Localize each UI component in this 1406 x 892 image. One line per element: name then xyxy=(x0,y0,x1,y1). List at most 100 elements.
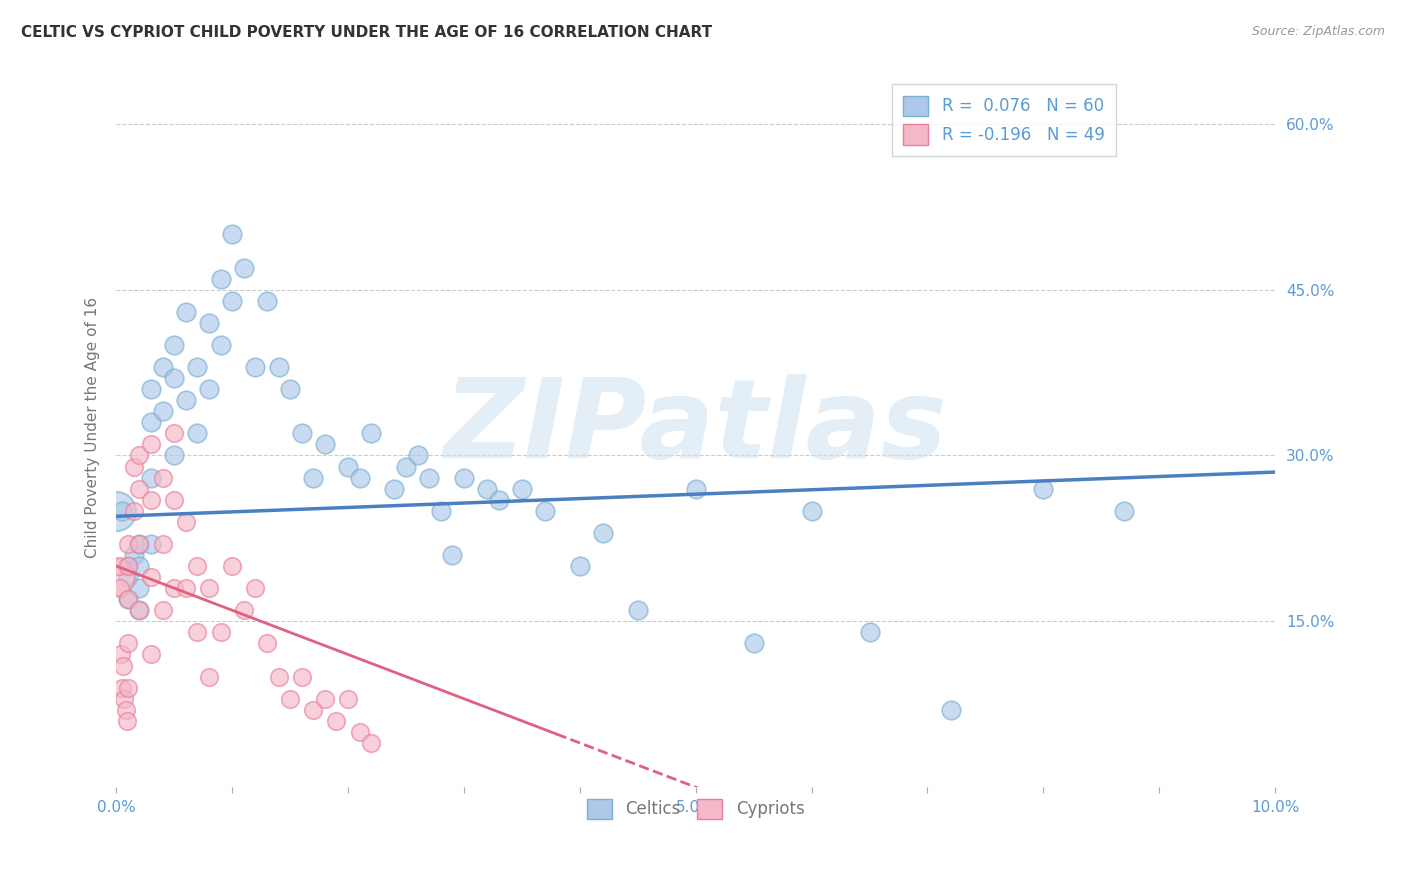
Point xyxy=(107,559,129,574)
Point xyxy=(395,459,418,474)
Point xyxy=(139,437,162,451)
Point xyxy=(163,426,186,441)
Point xyxy=(117,559,139,574)
Point xyxy=(302,703,325,717)
Point xyxy=(278,382,301,396)
Point xyxy=(384,482,406,496)
Point xyxy=(939,703,962,717)
Point xyxy=(245,581,267,595)
Point xyxy=(117,559,139,574)
Point xyxy=(627,603,650,617)
Point xyxy=(209,338,232,352)
Point xyxy=(128,449,150,463)
Point xyxy=(232,260,254,275)
Point xyxy=(360,426,382,441)
Point xyxy=(685,482,707,496)
Point xyxy=(325,714,347,728)
Point xyxy=(128,482,150,496)
Point xyxy=(314,691,336,706)
Point xyxy=(139,492,162,507)
Point xyxy=(174,393,197,408)
Point xyxy=(441,548,464,562)
Point xyxy=(278,691,301,706)
Point xyxy=(139,415,162,429)
Point xyxy=(163,371,186,385)
Point xyxy=(122,459,145,474)
Point xyxy=(198,382,221,396)
Point xyxy=(186,625,208,640)
Point xyxy=(291,426,314,441)
Point xyxy=(232,603,254,617)
Point xyxy=(111,504,134,518)
Point xyxy=(510,482,533,496)
Point xyxy=(174,515,197,529)
Point xyxy=(152,537,174,551)
Point xyxy=(117,681,139,695)
Point xyxy=(139,648,162,662)
Point xyxy=(152,470,174,484)
Point xyxy=(163,581,186,595)
Point xyxy=(128,603,150,617)
Point xyxy=(186,359,208,374)
Point xyxy=(568,559,591,574)
Point xyxy=(139,470,162,484)
Point xyxy=(267,359,290,374)
Point xyxy=(163,492,186,507)
Point xyxy=(186,426,208,441)
Point xyxy=(139,537,162,551)
Point xyxy=(117,592,139,607)
Point xyxy=(139,570,162,584)
Point xyxy=(105,570,128,584)
Text: Source: ZipAtlas.com: Source: ZipAtlas.com xyxy=(1251,25,1385,38)
Point xyxy=(112,691,135,706)
Point xyxy=(337,459,360,474)
Point xyxy=(128,537,150,551)
Point xyxy=(117,592,139,607)
Point xyxy=(858,625,880,640)
Text: ZIPatlas: ZIPatlas xyxy=(444,375,948,482)
Point xyxy=(256,293,278,308)
Point xyxy=(488,492,510,507)
Point xyxy=(534,504,557,518)
Point xyxy=(128,559,150,574)
Point xyxy=(112,658,135,673)
Point xyxy=(117,537,139,551)
Point xyxy=(209,271,232,285)
Point xyxy=(114,703,136,717)
Point xyxy=(453,470,475,484)
Point xyxy=(186,559,208,574)
Point xyxy=(152,404,174,418)
Point xyxy=(314,437,336,451)
Point xyxy=(122,548,145,562)
Point xyxy=(291,670,314,684)
Point xyxy=(139,382,162,396)
Point xyxy=(800,504,823,518)
Point xyxy=(267,670,290,684)
Point xyxy=(406,449,429,463)
Point xyxy=(117,636,139,650)
Point xyxy=(349,470,371,484)
Point xyxy=(105,504,128,518)
Point xyxy=(302,470,325,484)
Point xyxy=(111,681,134,695)
Point xyxy=(128,581,150,595)
Point xyxy=(475,482,498,496)
Point xyxy=(337,691,360,706)
Point xyxy=(245,359,267,374)
Point xyxy=(152,359,174,374)
Point xyxy=(1114,504,1136,518)
Point xyxy=(110,648,132,662)
Point xyxy=(117,570,139,584)
Point xyxy=(360,736,382,750)
Point xyxy=(122,504,145,518)
Point xyxy=(174,305,197,319)
Point xyxy=(152,603,174,617)
Point xyxy=(198,581,221,595)
Point xyxy=(256,636,278,650)
Point xyxy=(163,338,186,352)
Point xyxy=(174,581,197,595)
Point xyxy=(163,449,186,463)
Point xyxy=(349,725,371,739)
Point xyxy=(418,470,440,484)
Point xyxy=(429,504,451,518)
